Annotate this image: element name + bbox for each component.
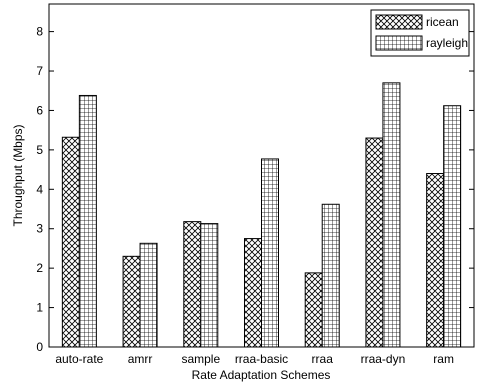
legend-label-ricean: ricean [426, 15, 459, 29]
bar-ricean-ram [426, 173, 445, 348]
x-tick-label: rraa-basic [235, 352, 288, 366]
bar-ricean-auto-rate [61, 136, 80, 348]
y-tick-label: 0 [36, 340, 43, 354]
y-tick-label: 4 [36, 182, 43, 196]
x-axis-ticks: auto-rate amrr sample rraa-basic rraa rraa-dy… [55, 352, 454, 366]
bar-ricean-sample [183, 221, 202, 348]
x-axis-label: Rate Adaptation Schemes [192, 368, 331, 382]
y-tick-label: 5 [36, 143, 43, 157]
y-tick-label: 8 [36, 25, 43, 39]
bar-ricean-rraa-basic [244, 238, 262, 348]
bar-rayleigh-amrr [139, 242, 158, 348]
y-axis-ticks: 0 1 2 3 4 5 6 7 8 [36, 25, 474, 354]
legend-swatch-ricean [375, 14, 423, 30]
bars [61, 82, 462, 348]
y-tick-label: 3 [36, 222, 43, 236]
x-tick-label: ram [433, 352, 454, 366]
y-tick-label: 1 [36, 301, 43, 315]
legend: ricean rayleigh [370, 9, 470, 57]
x-tick-label: sample [181, 352, 220, 366]
bar-rayleigh-rraa-dyn [382, 82, 401, 348]
x-tick-label: rraa [312, 352, 334, 366]
x-tick-label: rraa-dyn [361, 352, 406, 366]
legend-label-rayleigh: rayleigh [426, 36, 468, 50]
bar-rayleigh-ram [443, 105, 462, 348]
bar-rayleigh-rraa [321, 203, 340, 348]
y-axis-label: Throughput (Mbps) [11, 124, 25, 226]
y-tick-label: 7 [36, 64, 43, 78]
x-tick-label: amrr [128, 352, 153, 366]
bar-ricean-amrr [122, 255, 141, 348]
bar-rayleigh-rraa-basic [261, 158, 279, 348]
bar-ricean-rraa-dyn [365, 137, 384, 348]
legend-swatch-rayleigh [375, 35, 423, 51]
x-tick-label: auto-rate [55, 352, 103, 366]
y-tick-label: 2 [36, 261, 43, 275]
bar-rayleigh-sample [200, 223, 219, 348]
bar-rayleigh-auto-rate [78, 94, 97, 348]
y-tick-label: 6 [36, 103, 43, 117]
bar-ricean-rraa [304, 272, 323, 348]
